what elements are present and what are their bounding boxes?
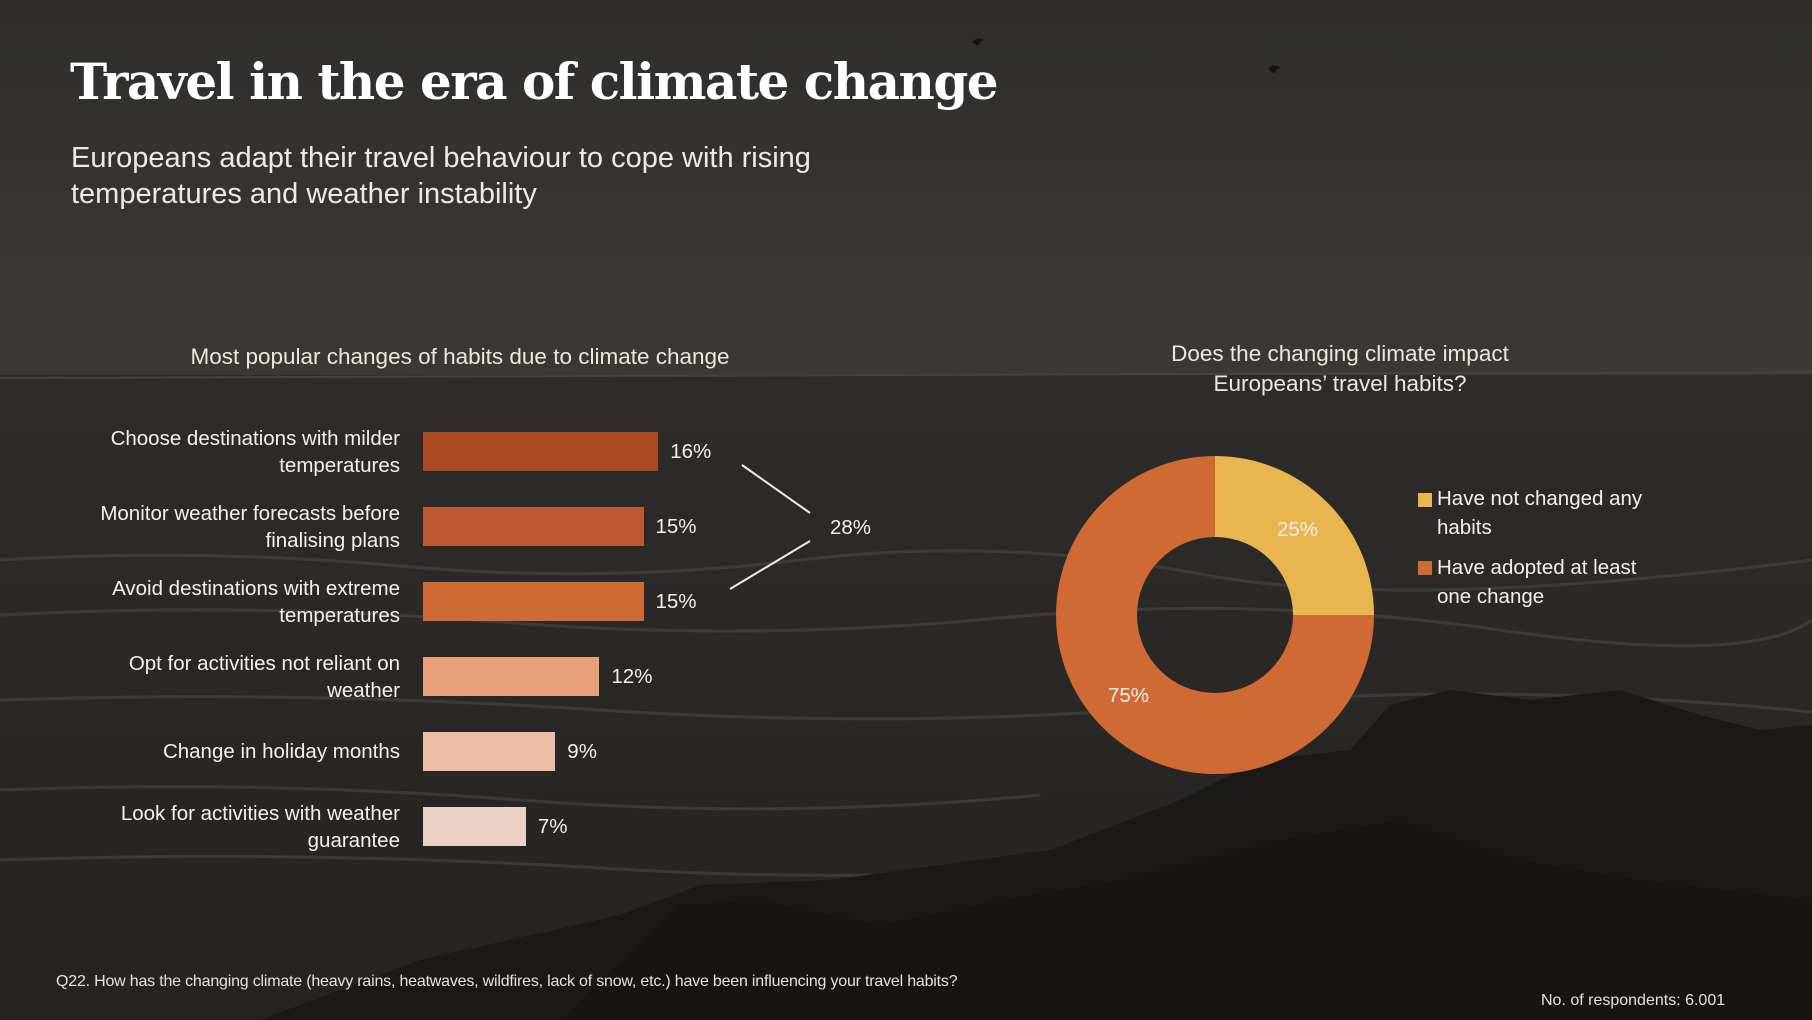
bar-category-label: Monitor weather forecasts before finalisi… <box>40 500 400 554</box>
bar-category-label-line: guarantee <box>307 828 400 852</box>
legend-swatch-adopted <box>1418 561 1432 575</box>
bar-value-label: 12% <box>611 665 653 688</box>
bar-value-label: 7% <box>537 815 568 838</box>
bar-category-label-line: Look for activities with weather <box>120 801 400 825</box>
page-subtitle: Europeans adapt their travel behaviour t… <box>71 142 811 210</box>
bar-category-label-line: Opt for activities not reliant on <box>128 651 400 675</box>
legend-label-not-changed: Have not changed any habits <box>1437 484 1667 542</box>
bar-category-label-line: finalising plans <box>265 528 400 552</box>
donut-slice-adopted <box>1056 456 1374 774</box>
bracket-line <box>729 540 811 590</box>
bar <box>423 582 644 621</box>
bar-category-label: Look for activities with weather guarante… <box>40 800 400 854</box>
survey-question-footnote: Q22. How has the changing climate (heavy… <box>56 973 958 990</box>
bar-category-label: Avoid destinations with extreme temperatu… <box>40 575 400 629</box>
bar-value-label: 15% <box>655 590 697 613</box>
bar-category-label-line: temperatures <box>279 453 400 477</box>
donut-value-adopted: 75% <box>1108 684 1150 707</box>
bar <box>423 657 600 696</box>
page-title: Travel in the era of climate change <box>70 52 999 111</box>
bar-category-label-line: Choose destinations with milder <box>110 426 400 450</box>
bar-value-label: 15% <box>655 515 697 538</box>
donut-title-line-2: Europeans’ travel habits? <box>1213 371 1467 396</box>
legend-not-changed-line-2: habits <box>1437 516 1492 539</box>
bar-category-label: Choose destinations with milder temperatu… <box>40 425 400 479</box>
bar-value-label: 9% <box>567 740 597 763</box>
bar-category-label-line: temperatures <box>279 603 400 627</box>
bar-category-label-line: Monitor weather forecasts before <box>100 501 400 525</box>
bar-category-label-line: Avoid destinations with extreme <box>112 576 400 600</box>
bar-category-label: Opt for activities not reliant on weather <box>40 650 400 704</box>
bar <box>423 432 659 471</box>
bracket-value-label: 28% <box>830 516 872 539</box>
bar-value-label: 16% <box>670 440 712 463</box>
bracket-line <box>741 464 811 514</box>
bracket-annotation <box>729 464 811 590</box>
donut-title-line-1: Does the changing climate impact <box>1171 341 1509 366</box>
legend-swatch-not-changed <box>1418 493 1432 507</box>
bar-chart-title: Most popular changes of habits due to cl… <box>190 344 730 369</box>
donut-value-not-changed: 25% <box>1277 518 1319 541</box>
bar <box>423 807 526 846</box>
legend-adopted-line-2: one change <box>1437 585 1545 608</box>
legend-adopted-line-1: Have adopted at least <box>1437 556 1637 579</box>
respondents-count: No. of respondents: 6.001 <box>1541 992 1726 1009</box>
legend-label-adopted: Have adopted at least one change <box>1437 553 1667 611</box>
legend-not-changed-line-1: Have not changed any <box>1437 487 1643 510</box>
bar <box>423 507 644 546</box>
bar-category-label: Change in holiday months <box>40 738 400 765</box>
bar <box>423 732 556 771</box>
donut-chart-title: Does the changing climate impact Europea… <box>1120 339 1560 399</box>
donut-chart <box>1056 456 1374 774</box>
donut-slice-not-changed <box>1215 456 1374 615</box>
bar-category-label-line: weather <box>327 678 400 702</box>
bar-category-label-line: Change in holiday months <box>162 740 400 763</box>
